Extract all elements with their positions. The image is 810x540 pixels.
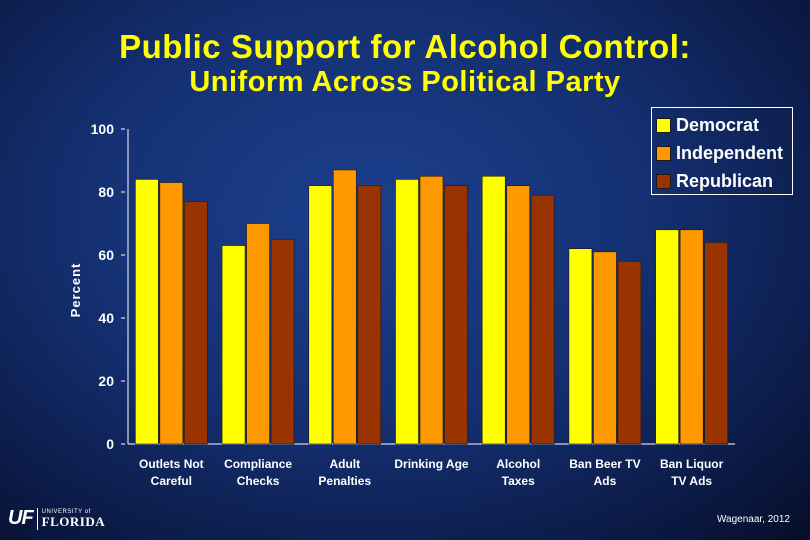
university-logo: UF UNIVERSITY of FLORIDA: [8, 507, 105, 530]
legend-label-independent: Independent: [676, 142, 783, 163]
bar-democrat: [568, 248, 593, 445]
bar-democrat: [135, 179, 159, 445]
logo-divider: [36, 507, 38, 530]
legend-swatch-democrat: [656, 117, 671, 133]
x-category-label: Taxes: [502, 474, 535, 488]
legend-label-republican: Republican: [676, 170, 774, 191]
bar-independent: [246, 223, 270, 445]
x-category-label: Adult: [329, 457, 360, 471]
x-category-label: Outlets Not: [139, 457, 204, 471]
bar-republican: [357, 185, 382, 445]
bar-independent: [679, 229, 704, 445]
legend-item-democrat: Democrat: [656, 111, 792, 139]
x-category-label: Penalties: [318, 474, 371, 488]
source-credit: Wagenaar, 2012: [716, 514, 790, 525]
x-category-label: TV Ads: [671, 474, 712, 488]
legend-swatch-republican: [656, 173, 671, 189]
bar-republican: [184, 201, 208, 445]
x-category-label: Ban Beer TV: [569, 457, 640, 471]
bar-republican: [270, 238, 295, 445]
x-category-label: Compliance: [224, 457, 292, 471]
uf-logo-mark: UF: [8, 507, 34, 529]
legend-swatch-independent: [656, 145, 671, 161]
bar-republican: [444, 185, 468, 445]
bar-democrat: [221, 245, 246, 445]
bar-independent: [506, 185, 531, 445]
bar-independent: [419, 175, 444, 445]
bar-democrat: [481, 175, 506, 445]
bar-republican: [617, 260, 642, 445]
y-tick-label: 80: [98, 184, 114, 200]
legend-item-republican: Republican: [656, 167, 792, 195]
uf-logo-text: UNIVERSITY of FLORIDA: [42, 509, 105, 528]
bar-republican: [530, 194, 555, 445]
legend-item-independent: Independent: [656, 139, 792, 167]
bar-independent: [159, 182, 184, 445]
x-category-label: Ads: [594, 474, 617, 488]
y-tick-label: 100: [91, 121, 115, 137]
y-tick-label: 20: [98, 373, 114, 389]
x-category-label: Checks: [237, 474, 280, 488]
x-category-label: Careful: [151, 474, 192, 488]
legend-label-democrat: Democrat: [676, 114, 760, 135]
bar-democrat: [395, 179, 419, 445]
y-tick-label: 0: [106, 436, 114, 452]
y-axis-title: Percent: [68, 263, 83, 318]
slide-title: Public Support for Alcohol Control:: [119, 28, 691, 65]
y-tick-label: 40: [98, 310, 114, 326]
x-category-label: Drinking Age: [394, 457, 469, 471]
x-category-label: Ban Liquor: [660, 457, 724, 471]
y-tick-label: 60: [98, 247, 114, 263]
uf-logo-big: FLORIDA: [41, 514, 106, 529]
uf-logo-small: UNIVERSITY of: [41, 509, 91, 515]
bar-democrat: [655, 229, 679, 445]
chart-legend: Democrat Independent Republican: [651, 107, 793, 195]
bar-democrat: [308, 185, 333, 445]
bar-independent: [593, 251, 617, 445]
x-category-label: Alcohol: [496, 457, 540, 471]
bar-republican: [704, 242, 728, 445]
bar-independent: [332, 169, 357, 445]
slide-subtitle: Uniform Across Political Party: [189, 66, 621, 98]
